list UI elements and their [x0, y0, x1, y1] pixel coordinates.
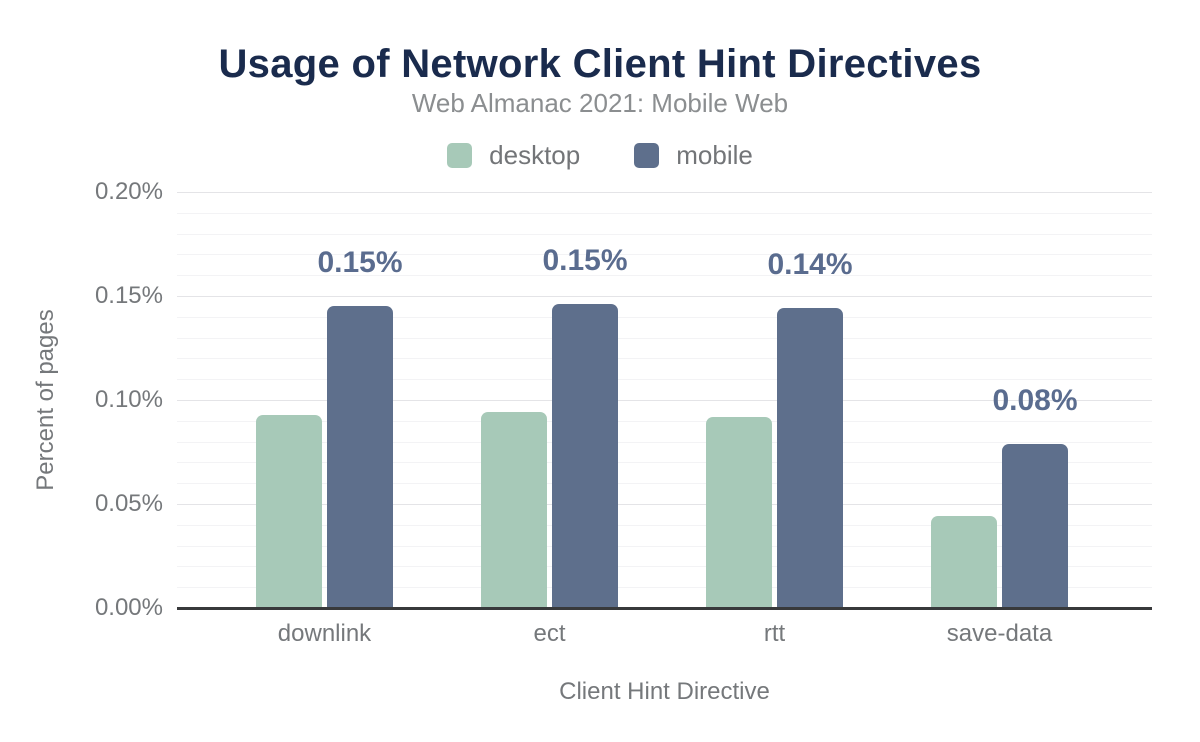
bar-mobile-ect[interactable] — [552, 304, 618, 608]
legend: desktop mobile — [0, 140, 1200, 171]
major-gridline — [177, 400, 1152, 401]
bar-desktop-ect[interactable] — [481, 412, 547, 608]
minor-gridline — [177, 524, 1152, 526]
major-gridline — [177, 192, 1152, 193]
legend-label: mobile — [676, 140, 753, 170]
bars-container: 0.15% 0.15% 0.14% 0.08% — [177, 192, 1152, 608]
bar-mobile-downlink[interactable] — [327, 306, 393, 608]
bar-mobile-save-data[interactable] — [1002, 443, 1068, 608]
chart-title: Usage of Network Client Hint Directives — [218, 42, 982, 86]
data-label-save-data: 0.08% — [992, 383, 1078, 417]
y-tick-label: 0.20% — [94, 178, 163, 205]
data-label-ect: 0.15% — [542, 244, 628, 278]
legend-item-desktop[interactable]: desktop — [447, 140, 580, 171]
legend-swatch-mobile — [634, 143, 660, 168]
minor-gridline — [177, 587, 1152, 589]
minor-gridline — [177, 337, 1152, 339]
bar-group-ect: 0.15% — [437, 192, 662, 608]
minor-gridline — [177, 566, 1152, 568]
data-label-rtt: 0.14% — [767, 248, 853, 282]
bar-desktop-downlink[interactable] — [256, 414, 322, 608]
bar-desktop-rtt[interactable] — [706, 416, 772, 608]
minor-gridline — [177, 441, 1152, 443]
y-tick-label: 0.15% — [94, 282, 163, 309]
x-category-label-ect: ect — [533, 620, 566, 647]
plot-area — [177, 192, 1152, 608]
chart-subtitle: Web Almanac 2021: Mobile Web — [411, 88, 789, 118]
legend-label: desktop — [489, 140, 581, 170]
x-axis-title: Client Hint Directive — [559, 678, 770, 705]
x-category-label-rtt: rtt — [763, 620, 786, 647]
y-tick-label: 0.00% — [94, 594, 163, 621]
minor-gridline — [177, 358, 1152, 360]
minor-gridline — [177, 316, 1152, 318]
legend-swatch-desktop — [447, 143, 473, 168]
x-category-label-save-data: save-data — [946, 620, 1053, 647]
minor-gridline — [177, 420, 1152, 422]
minor-gridline — [177, 462, 1152, 464]
bar-group-save-data: 0.08% — [887, 192, 1112, 608]
bar-group-rtt: 0.14% — [662, 192, 887, 608]
minor-gridline — [177, 483, 1152, 485]
minor-gridline — [177, 254, 1152, 256]
bar-mobile-rtt[interactable] — [777, 308, 843, 608]
major-gridline — [177, 296, 1152, 297]
data-label-downlink: 0.15% — [317, 246, 403, 280]
bar-wrap-mobile-rtt: 0.14% — [767, 248, 853, 608]
y-axis-title: Percent of pages — [32, 309, 59, 491]
x-axis-line — [177, 607, 1152, 610]
minor-gridline — [177, 545, 1152, 547]
minor-gridline — [177, 275, 1152, 277]
bar-wrap-mobile-downlink: 0.15% — [317, 246, 403, 608]
y-tick-label: 0.05% — [94, 490, 163, 517]
bar-desktop-save-data[interactable] — [931, 516, 997, 608]
minor-gridline — [177, 212, 1152, 214]
bar-group-downlink: 0.15% — [212, 192, 437, 608]
minor-gridline — [177, 379, 1152, 381]
y-axis-tick-labels: 0.00% 0.05% 0.10% 0.15% 0.20% — [0, 178, 163, 621]
legend-item-mobile[interactable]: mobile — [634, 140, 753, 171]
y-tick-label: 0.10% — [94, 386, 163, 413]
minor-gridline — [177, 233, 1152, 235]
bar-wrap-mobile-ect: 0.15% — [542, 244, 628, 608]
bar-wrap-mobile-save-data: 0.08% — [992, 384, 1078, 608]
major-gridline — [177, 504, 1152, 505]
x-category-label-downlink: downlink — [277, 620, 372, 647]
x-category-labels: downlink ect rtt save-data — [177, 620, 1152, 648]
